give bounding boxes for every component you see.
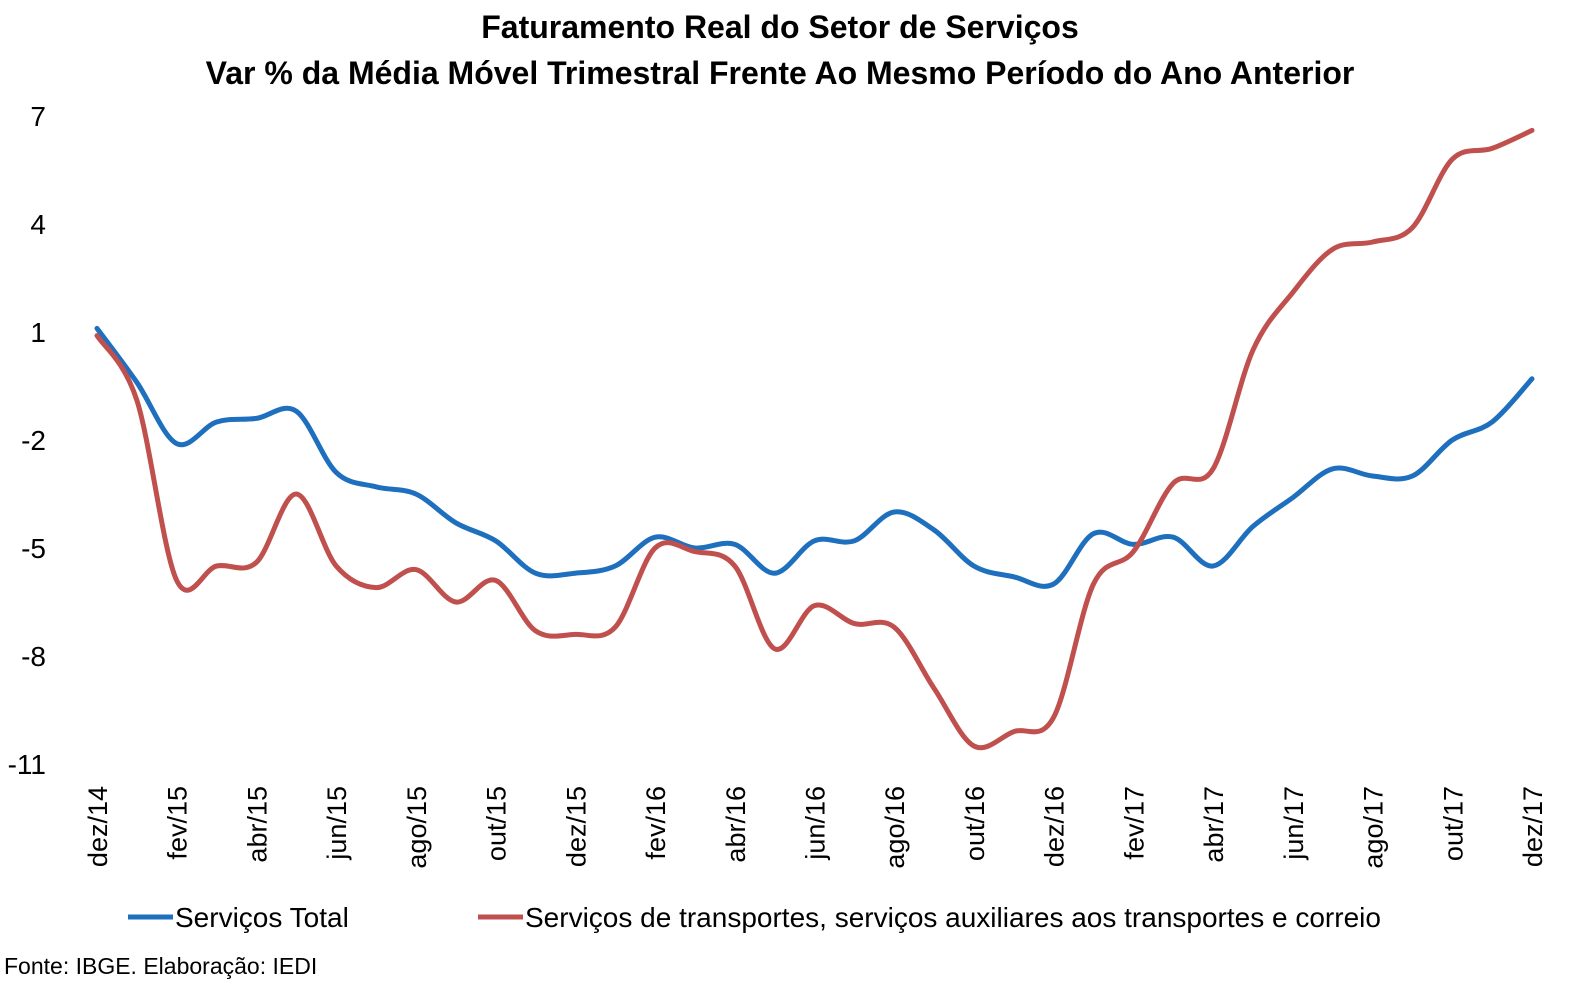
x-axis: dez/14 fev/15 abr/15 jun/15 ago/15 out/15 dez/… <box>83 786 1548 869</box>
x-tick-label: dez/14 <box>83 786 113 867</box>
y-tick-label: 7 <box>30 101 46 132</box>
y-tick-label: -8 <box>21 641 46 672</box>
x-tick-label: jun/15 <box>322 786 352 861</box>
x-tick-label: jun/17 <box>1279 786 1309 861</box>
x-tick-label: fev/17 <box>1119 786 1149 860</box>
y-tick-label: -11 <box>8 749 46 780</box>
x-tick-label: dez/17 <box>1518 786 1548 867</box>
x-tick-label: ago/17 <box>1359 786 1389 869</box>
x-tick-label: ago/16 <box>880 786 910 869</box>
plot-area <box>94 127 1535 751</box>
x-tick-label: jun/16 <box>801 786 831 861</box>
chart-subtitle: Var % da Média Móvel Trimestral Frente A… <box>206 55 1355 91</box>
legend: Serviços Total Serviços de transportes, … <box>128 902 1381 933</box>
x-tick-label: ago/15 <box>402 786 432 869</box>
legend-label-servicos-transportes: Serviços de transportes, serviços auxili… <box>525 902 1381 933</box>
x-tick-label: abr/17 <box>1199 786 1229 863</box>
x-tick-label: out/15 <box>482 786 512 861</box>
y-tick-label: 4 <box>30 209 46 240</box>
chart-title: Faturamento Real do Setor de Serviços <box>481 9 1079 45</box>
x-tick-label: fev/15 <box>163 786 193 860</box>
x-tick-label: dez/15 <box>561 786 591 867</box>
x-tick-label: fev/16 <box>641 786 671 860</box>
source-note: Fonte: IBGE. Elaboração: IEDI <box>4 953 317 979</box>
y-tick-label: 1 <box>30 317 46 348</box>
x-tick-label: out/17 <box>1438 786 1468 861</box>
y-tick-label: -2 <box>21 425 46 456</box>
y-tick-label: -5 <box>21 533 46 564</box>
x-tick-label: abr/16 <box>721 786 751 863</box>
x-tick-label: out/16 <box>960 786 990 861</box>
series-line-servicos-transportes <box>94 127 1535 751</box>
x-tick-label: abr/15 <box>242 786 272 863</box>
y-axis: 7 4 1 -2 -5 -8 -11 <box>8 101 46 780</box>
series-line-servicos-total <box>94 325 1535 589</box>
legend-label-servicos-total: Serviços Total <box>175 902 349 933</box>
x-tick-label: dez/16 <box>1040 786 1070 867</box>
